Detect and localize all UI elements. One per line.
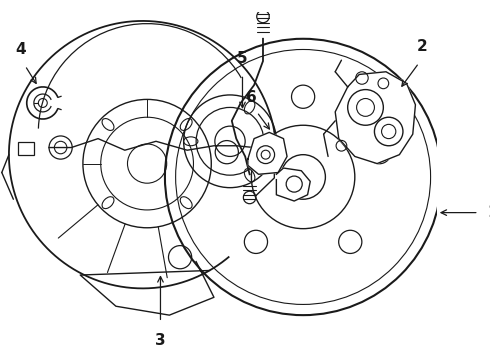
Text: 4: 4 (15, 42, 26, 57)
Polygon shape (248, 132, 287, 174)
Text: 2: 2 (416, 39, 427, 54)
Text: 1: 1 (488, 205, 490, 220)
Polygon shape (335, 72, 416, 163)
Text: 3: 3 (155, 333, 166, 348)
Text: 5: 5 (237, 50, 248, 66)
Text: 6: 6 (246, 90, 257, 105)
FancyBboxPatch shape (18, 142, 34, 155)
Polygon shape (276, 168, 310, 201)
